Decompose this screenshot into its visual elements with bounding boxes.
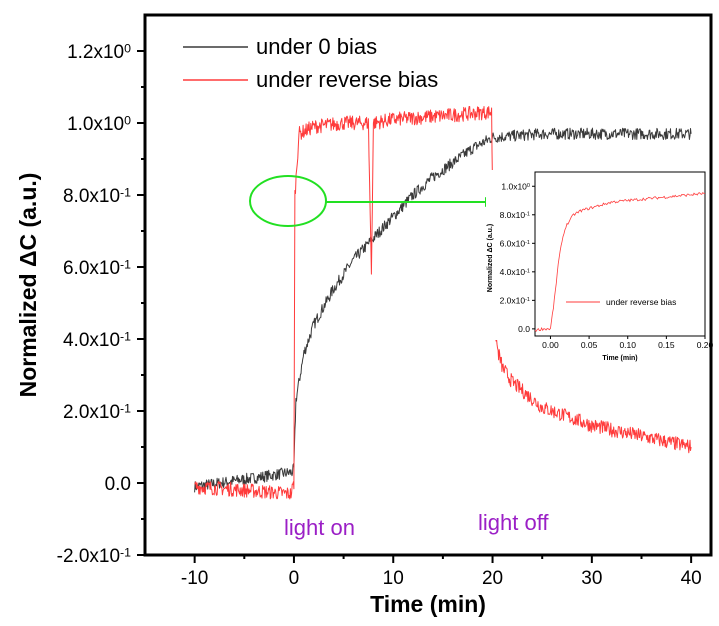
y-tick-label: 1.0x100 bbox=[67, 113, 131, 135]
inset-frame bbox=[534, 171, 706, 337]
x-tick-label: -10 bbox=[181, 568, 208, 589]
inset-x-tick-label: 0.00 bbox=[542, 340, 559, 350]
y-tick-label: 6.0x10-1 bbox=[63, 257, 131, 279]
series-line-0bias bbox=[194, 127, 692, 493]
y-tick-label: 2.0x10-1 bbox=[63, 401, 131, 423]
series-line-reverse-bias bbox=[194, 106, 692, 500]
x-tick-label: 0 bbox=[289, 568, 300, 589]
inset-x-tick-label: 0.20 bbox=[697, 340, 714, 350]
inset-series-line-reverse-bias bbox=[534, 191, 706, 332]
x-tick-label: 20 bbox=[482, 568, 503, 589]
y-tick-label: -2.0x10-1 bbox=[57, 545, 131, 567]
legend-label-0bias: under 0 bias bbox=[256, 34, 377, 59]
plot-frame bbox=[143, 13, 713, 557]
inset-x-tick-label: 0.15 bbox=[658, 340, 675, 350]
y-tick-label: 8.0x10-1 bbox=[63, 185, 131, 207]
inset-x-axis-title: Time (min) bbox=[602, 355, 637, 362]
inset-y-tick-label: 4.0x10-1 bbox=[500, 267, 530, 277]
inset-background bbox=[486, 170, 708, 340]
inset-x-tick-label: 0.05 bbox=[581, 340, 598, 350]
x-tick-label: 40 bbox=[681, 568, 702, 589]
inset-y-axis-title: Normalized ΔC (a.u.) bbox=[487, 224, 494, 292]
x-tick-label: 10 bbox=[383, 568, 404, 589]
y-tick-label: 1.2x100 bbox=[67, 41, 131, 63]
inset-x-tick-label: 0.10 bbox=[619, 340, 636, 350]
inset-chart: 0.00 0.05 0.10 0.15 0.20 0.0 2.0x10-1 4.0x10-1 6… bbox=[486, 170, 714, 362]
inset-y-tick-label: 1.0x100 bbox=[501, 181, 530, 191]
x-tick-label: 30 bbox=[581, 568, 602, 589]
inset-y-tick-label: 2.0x10-1 bbox=[500, 295, 530, 305]
annotation-light-on: light on bbox=[284, 515, 355, 540]
inset-y-tick-label: 8.0x10-1 bbox=[500, 210, 530, 220]
highlight-ellipse bbox=[249, 175, 327, 227]
legend-label-reverse: under reverse bias bbox=[256, 67, 438, 92]
inset-legend-label: under reverse bias bbox=[606, 297, 676, 307]
y-axis-title: Normalized ΔC (a.u.) bbox=[15, 173, 41, 398]
legend: under 0 bias under reverse bias bbox=[183, 34, 438, 92]
inset-y-tick-label: 0.0 bbox=[518, 324, 530, 334]
y-tick-label: 4.0x10-1 bbox=[63, 329, 131, 351]
y-tick-label: 0.0 bbox=[105, 474, 131, 495]
inset-y-tick-label: 6.0x10-1 bbox=[500, 238, 530, 248]
x-axis-title: Time (min) bbox=[370, 591, 486, 617]
annotation-light-off: light off bbox=[478, 510, 549, 535]
